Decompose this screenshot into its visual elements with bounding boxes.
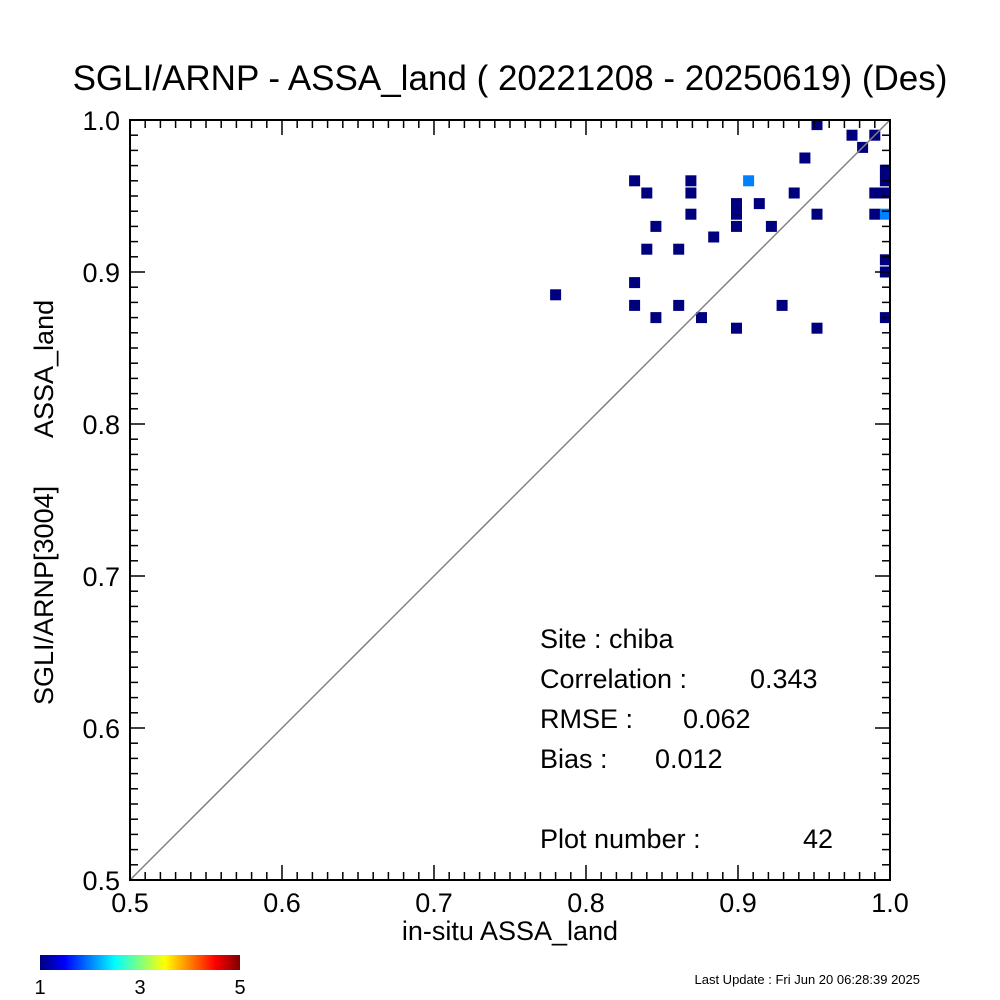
data-point (685, 208, 697, 220)
data-point (846, 129, 858, 141)
data-point (811, 120, 823, 131)
y-tick-label: 0.8 (82, 410, 120, 440)
data-point (650, 312, 662, 324)
rmse-value: 0.062 (683, 704, 751, 734)
bias-label: Bias : (540, 744, 608, 774)
data-point (629, 277, 641, 289)
data-point (550, 289, 562, 301)
chart-title: SGLI/ARNP - ASSA_land ( 20221208 - 20250… (73, 59, 948, 98)
one-to-one-line (129, 119, 891, 881)
last-update: Last Update : Fri Jun 20 06:28:39 2025 (695, 972, 921, 987)
x-tick-label: 0.7 (415, 888, 453, 918)
data-point (708, 231, 720, 243)
data-point (743, 175, 755, 187)
data-point (731, 322, 742, 334)
data-point (879, 164, 890, 176)
data-point (869, 187, 881, 199)
x-tick-label: 0.8 (567, 888, 605, 918)
data-point (731, 220, 742, 232)
data-point (650, 220, 662, 232)
data-point (731, 208, 742, 220)
x-tick-label: 0.9 (719, 888, 757, 918)
colorbar-tick-label: 5 (234, 977, 245, 999)
data-point (696, 312, 707, 324)
y-axis-label-left: SGLI/ARNP[3004] (29, 486, 59, 705)
data-marks (550, 120, 890, 334)
y-tick-label: 0.9 (82, 258, 120, 288)
data-point (879, 187, 890, 199)
data-point (629, 175, 641, 187)
rmse-label: RMSE : (540, 704, 633, 734)
data-point (811, 208, 823, 220)
site-label: Site : chiba (540, 624, 675, 654)
y-axis-label-right: ASSA_land (29, 300, 59, 438)
data-point (811, 322, 823, 334)
plot-number-label: Plot number : (540, 824, 701, 854)
data-point (629, 299, 641, 311)
colorbar-tick-label: 3 (134, 977, 145, 999)
axis-ticks (129, 119, 891, 881)
y-tick-label: 0.7 (82, 562, 120, 592)
y-tick-label: 1.0 (82, 106, 120, 136)
data-point (869, 208, 881, 220)
data-point (879, 254, 890, 266)
data-point (673, 299, 685, 311)
data-point (776, 299, 788, 311)
x-tick-label: 0.5 (111, 888, 149, 918)
data-point (788, 187, 800, 199)
x-axis-label: in-situ ASSA_land (402, 916, 618, 946)
data-point (731, 198, 742, 210)
colorbar (40, 955, 240, 970)
data-point (641, 243, 653, 255)
data-point (879, 208, 890, 220)
plot-number-value: 42 (803, 824, 833, 854)
data-point (685, 187, 697, 199)
colorbar-tick-label: 1 (34, 977, 45, 999)
correlation-value: 0.343 (750, 664, 818, 694)
x-tick-labels: 0.5 0.6 0.7 0.8 0.9 1.0 (111, 888, 909, 918)
x-tick-label: 0.6 (263, 888, 301, 918)
stats-block: Site : chiba Correlation : 0.343 RMSE : … (540, 624, 833, 854)
y-tick-label: 0.6 (82, 714, 120, 744)
data-point (799, 152, 811, 164)
y-tick-labels: 0.5 0.6 0.7 0.8 0.9 1.0 (82, 106, 120, 896)
correlation-label: Correlation : (540, 664, 687, 694)
data-point (765, 220, 777, 232)
data-point (685, 175, 697, 187)
x-tick-label: 1.0 (871, 888, 909, 918)
data-point (641, 187, 653, 199)
bias-value: 0.012 (655, 744, 723, 774)
y-tick-label: 0.5 (82, 866, 120, 896)
data-point (753, 198, 765, 210)
data-point (673, 243, 685, 255)
